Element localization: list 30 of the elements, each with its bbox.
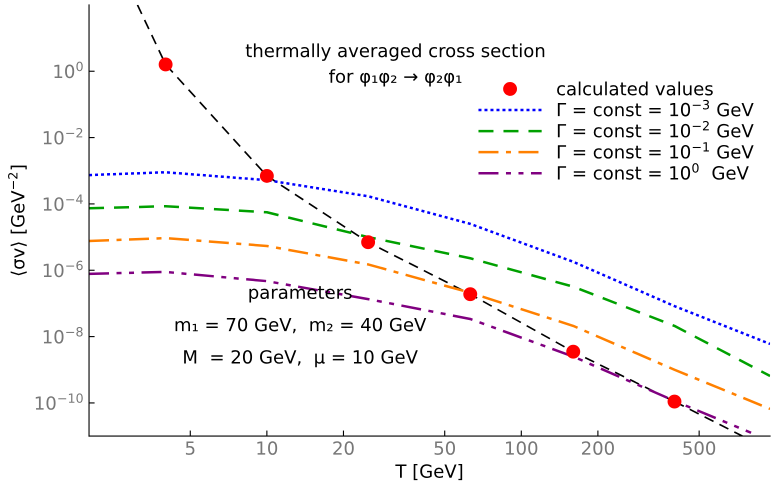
text: thermally averaged cross section for φ₁φ₂ → φ₂φ₁	[246, 43, 544, 87]
x-axis-title: T [GeV]	[395, 464, 462, 480]
y-tick-label: 10$^{0}$	[54, 62, 83, 78]
point	[668, 394, 682, 409]
y-tick-label: 10$^{−10}$	[36, 393, 83, 410]
x-tick-label: 50	[434, 441, 455, 455]
legend-label: Γ = const = 10$^{0}$ GeV	[558, 163, 749, 180]
x-tick-label: 10	[257, 441, 278, 455]
x-tick-label: 200	[582, 441, 614, 455]
x-tick-label: 500	[683, 441, 716, 455]
legend-label: calculated values	[557, 82, 713, 96]
legend-label: Γ = const = 10$^{−2}$ GeV	[558, 120, 754, 138]
y-tick-label: 10$^{−8}$	[44, 327, 83, 344]
legend-label: Γ = const = 10$^{−1}$ GeV	[558, 142, 754, 159]
y-tick-label: 10$^{−2}$	[44, 128, 82, 145]
y-axis-title: ⟨σv⟩ [GeV$^{−2}$]	[8, 166, 27, 276]
point	[566, 344, 580, 359]
point	[158, 58, 173, 72]
point	[361, 235, 376, 250]
annotation: m₁ = 70 GeV, m₂ = 40 GeV	[176, 318, 426, 334]
y-tick-label: 10$^{−6}$	[44, 260, 83, 278]
point	[260, 168, 274, 183]
annotation: parameters	[249, 286, 352, 303]
legend-label: Γ = const = 10$^{−3}$ GeV	[558, 100, 754, 116]
annotation: M = 20 GeV, μ = 10 GeV	[184, 350, 418, 368]
x-tick-label: 100	[506, 441, 538, 455]
point	[463, 287, 478, 302]
x-tick-label: 5	[186, 442, 194, 455]
x-tick-label: 20	[333, 441, 354, 455]
y-tick-label: 10$^{−4}$	[44, 194, 83, 211]
